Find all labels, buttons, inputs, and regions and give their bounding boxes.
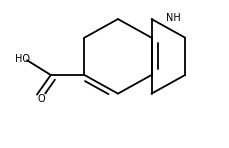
- Text: O: O: [37, 94, 45, 104]
- Text: NH: NH: [165, 13, 180, 23]
- Text: HO: HO: [15, 54, 30, 65]
